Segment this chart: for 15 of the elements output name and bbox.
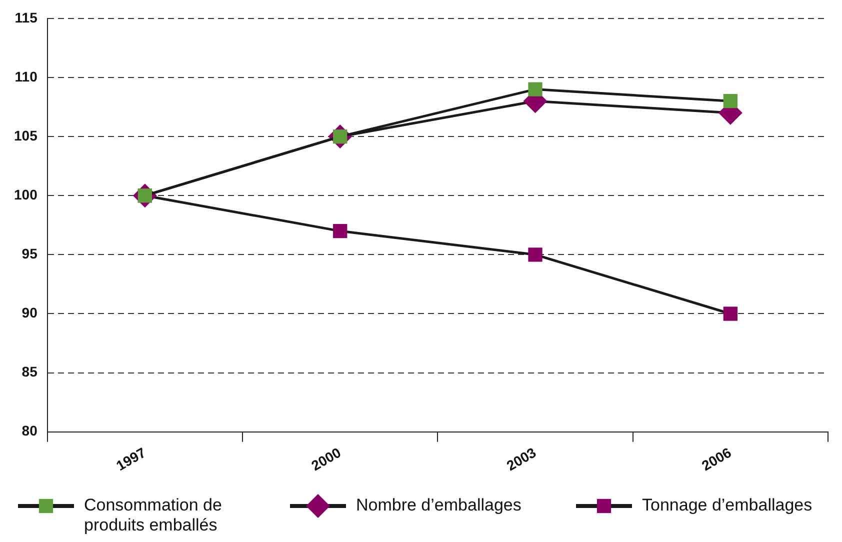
x-tick-label: 2003 xyxy=(504,444,539,474)
y-tick-label: 100 xyxy=(14,186,38,202)
y-tick-label: 80 xyxy=(22,422,38,439)
y-tick-label: 90 xyxy=(22,304,38,321)
legend-label: Nombre d’emballages xyxy=(356,496,522,515)
legend-label: Consommation de produits emballés xyxy=(84,496,222,535)
y-tick-label: 105 xyxy=(14,127,38,144)
y-tick-label: 110 xyxy=(14,68,38,84)
y-tick-label: 85 xyxy=(22,364,38,380)
y-tick-label: 95 xyxy=(22,246,38,262)
x-tick-label: 2006 xyxy=(698,444,734,474)
x-tick-label: 2000 xyxy=(308,444,344,474)
legend-label: Tonnage d’emballages xyxy=(642,496,812,515)
x-tick-label: 1997 xyxy=(113,444,149,474)
y-tick-label: 115 xyxy=(14,9,38,26)
